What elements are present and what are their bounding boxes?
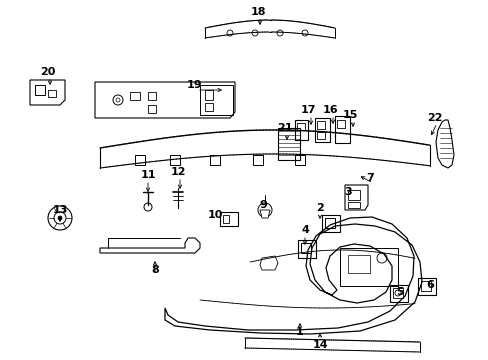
Bar — [301, 243, 310, 253]
Text: 8: 8 — [151, 265, 159, 275]
Text: 14: 14 — [311, 340, 327, 350]
Bar — [420, 281, 430, 291]
Bar — [336, 120, 345, 128]
Bar — [48, 90, 56, 97]
Bar — [35, 85, 45, 95]
Bar — [294, 155, 305, 165]
Text: 21: 21 — [277, 123, 292, 133]
Text: 20: 20 — [40, 67, 56, 77]
Bar — [204, 90, 213, 100]
Text: 16: 16 — [322, 105, 337, 115]
Bar — [296, 123, 305, 130]
Bar — [135, 155, 145, 165]
Bar — [325, 218, 334, 228]
Text: 12: 12 — [170, 167, 185, 177]
Polygon shape — [260, 210, 269, 218]
Text: 18: 18 — [250, 7, 265, 17]
Text: 11: 11 — [140, 170, 156, 180]
Text: 7: 7 — [366, 173, 373, 183]
Bar — [252, 155, 263, 165]
Text: 22: 22 — [427, 113, 442, 123]
Text: 4: 4 — [301, 225, 308, 235]
Bar — [209, 155, 220, 165]
Bar — [148, 92, 156, 100]
Circle shape — [58, 216, 62, 220]
Text: 9: 9 — [259, 200, 266, 210]
Text: 5: 5 — [395, 287, 403, 297]
Text: 10: 10 — [207, 210, 222, 220]
Bar — [316, 132, 325, 139]
Bar — [347, 255, 369, 273]
Text: 17: 17 — [300, 105, 315, 115]
Text: 6: 6 — [425, 280, 433, 290]
Bar — [148, 105, 156, 113]
Bar — [347, 190, 359, 200]
Bar — [204, 103, 213, 111]
Bar — [170, 155, 180, 165]
Text: 19: 19 — [187, 80, 203, 90]
Text: 3: 3 — [344, 187, 351, 197]
Bar — [347, 202, 359, 208]
Bar — [220, 212, 238, 226]
Bar — [392, 288, 402, 298]
Bar — [130, 92, 140, 100]
Bar — [278, 128, 299, 160]
Bar — [223, 215, 228, 223]
Text: 13: 13 — [52, 205, 67, 215]
Bar — [339, 248, 397, 286]
Bar — [316, 121, 325, 129]
Text: 2: 2 — [315, 203, 323, 213]
Text: 15: 15 — [342, 110, 357, 120]
Text: 1: 1 — [296, 327, 303, 337]
